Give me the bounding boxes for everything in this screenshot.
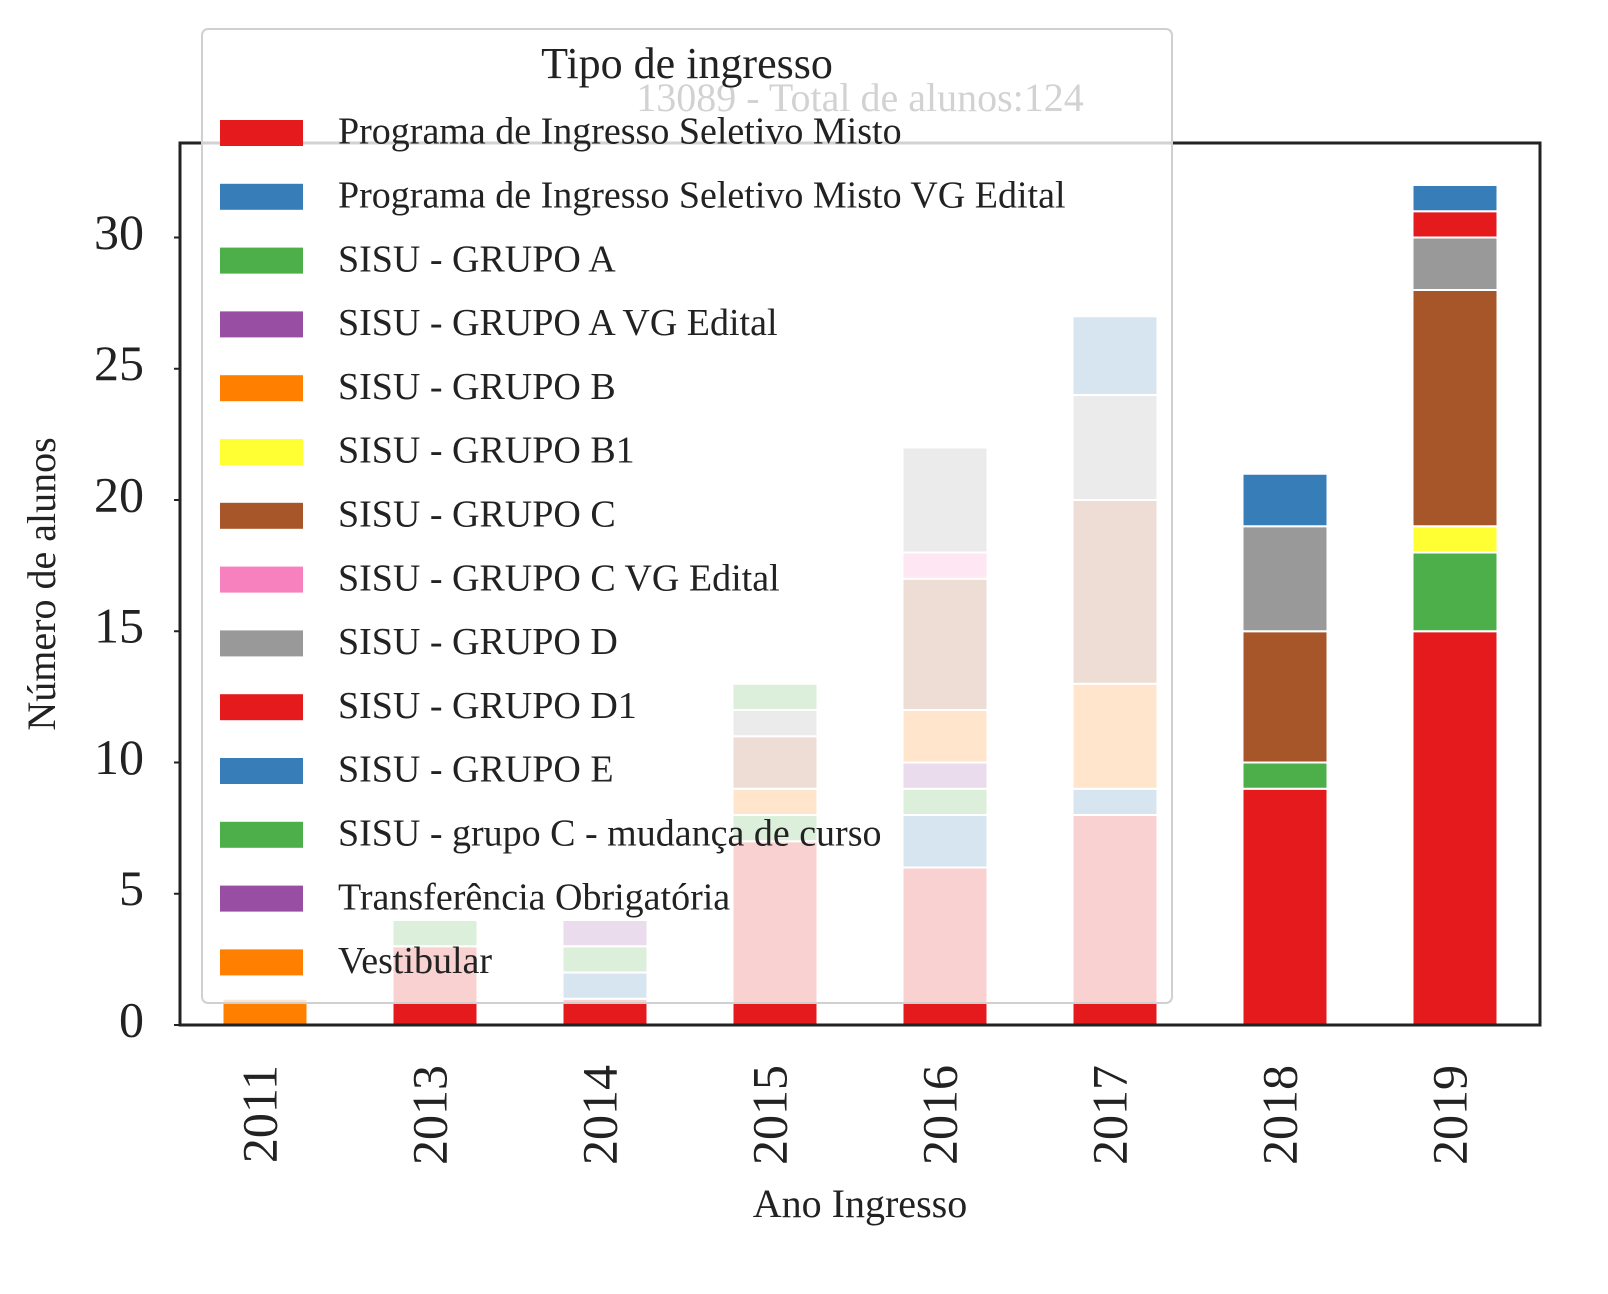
y-tick-label: 30 (94, 204, 144, 260)
legend-swatch (220, 694, 303, 721)
bar-segment (1241, 472, 1329, 528)
legend-swatch (220, 311, 303, 338)
legend-swatch (220, 885, 303, 912)
legend-label: SISU - GRUPO C VG Edital (338, 557, 780, 599)
bar-segment (1241, 761, 1329, 790)
bar-segment (1411, 289, 1499, 528)
legend-label: SISU - GRUPO D1 (338, 685, 637, 727)
legend-label: Programa de Ingresso Seletivo Misto VG E… (338, 175, 1066, 217)
y-axis-label: Número de alunos (19, 437, 64, 730)
legend-swatch (220, 375, 303, 402)
x-tick-label: 2014 (571, 1065, 627, 1165)
bar-segment (1411, 210, 1499, 239)
legend-label: SISU - GRUPO A (338, 238, 616, 280)
bar-segment (1241, 525, 1329, 633)
bar-segment (1411, 236, 1499, 291)
bar-segment (1411, 184, 1499, 213)
legend-label: Programa de Ingresso Seletivo Misto (338, 111, 902, 153)
legend-swatch (220, 630, 303, 657)
legend-swatch (220, 120, 303, 146)
bar-segment (1241, 630, 1329, 764)
legend-label: SISU - GRUPO B (338, 366, 616, 408)
y-tick-label: 5 (119, 860, 144, 916)
legend-label: SISU - grupo C - mudança de curso (338, 813, 882, 855)
legend-title: Tipo de ingresso (541, 39, 833, 88)
y-tick-label: 15 (94, 598, 144, 654)
legend-label: Vestibular (338, 940, 492, 982)
bar-segment (1241, 787, 1329, 1026)
legend: Tipo de ingresso Programa de Ingresso Sel… (201, 28, 1173, 1004)
legend-label: SISU - GRUPO D (338, 621, 618, 663)
x-tick-label: 2017 (1081, 1065, 1137, 1165)
legend-swatch (220, 502, 303, 529)
legend-swatch (220, 183, 303, 210)
legend-swatch (220, 821, 303, 848)
legend-swatch (220, 566, 303, 593)
legend-swatch (220, 949, 303, 976)
x-tick-label: 2016 (911, 1065, 967, 1165)
legend-label: SISU - GRUPO B1 (338, 430, 635, 472)
x-tick-label: 2015 (741, 1065, 797, 1165)
x-tick-label: 2018 (1251, 1065, 1307, 1165)
y-tick-label: 10 (94, 729, 144, 785)
x-axis-label: Ano Ingresso (753, 1181, 967, 1226)
bar-segment (1411, 525, 1499, 554)
legend-label: Transferência Obrigatória (338, 876, 730, 918)
bar-segment (1411, 630, 1499, 1026)
legend-box (201, 28, 1173, 1004)
x-tick-label: 2011 (231, 1065, 287, 1163)
legend-swatch (220, 758, 303, 784)
x-tick-label: 2019 (1421, 1065, 1477, 1165)
x-tick-label: 2013 (401, 1065, 457, 1165)
legend-swatch (220, 439, 303, 465)
legend-label: SISU - GRUPO A VG Edital (338, 302, 778, 344)
legend-label: SISU - GRUPO E (338, 749, 614, 791)
y-tick-label: 25 (94, 335, 144, 391)
bar-segment (1411, 551, 1499, 633)
legend-swatch (220, 247, 303, 274)
y-tick-label: 0 (119, 991, 144, 1047)
legend-label: SISU - GRUPO C (338, 494, 616, 536)
y-tick-label: 20 (94, 466, 144, 522)
